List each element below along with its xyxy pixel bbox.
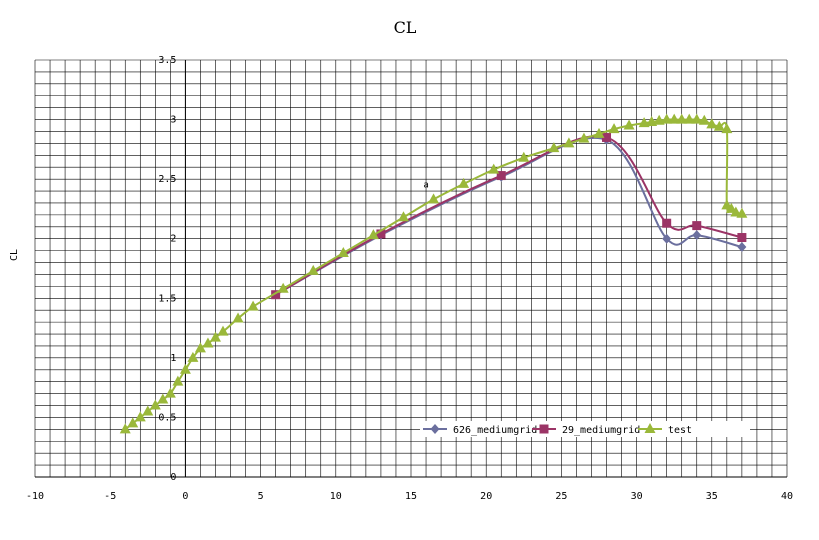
x-tick-label: -5 (104, 491, 116, 502)
data-point (247, 300, 259, 311)
data-point (602, 132, 612, 142)
series-layer (119, 113, 748, 434)
data-point (488, 163, 500, 174)
data-point (737, 233, 747, 243)
data-point (737, 242, 747, 253)
data-point (713, 120, 725, 131)
y-tick-label: 2 (170, 234, 176, 245)
x-tick-label: 25 (555, 491, 567, 502)
legend-marker (644, 423, 656, 433)
data-point (661, 113, 673, 124)
data-point (458, 177, 470, 188)
data-point (337, 247, 349, 258)
data-point (428, 193, 440, 204)
data-point (593, 127, 605, 138)
x-tick-label: 10 (330, 491, 342, 502)
legend-entry: test (668, 425, 692, 436)
y-tick-label: 1 (170, 353, 176, 364)
data-point (683, 113, 695, 124)
x-tick-labels: -10 -5 0 5 10 15 20 25 30 35 40 (26, 491, 793, 502)
data-point (698, 114, 710, 125)
data-point (376, 229, 386, 239)
legend: 626_mediumgrid 29_mediumgrid test (420, 421, 750, 437)
annotations: a (423, 180, 428, 190)
data-point (157, 393, 169, 404)
x-tick-label: 20 (480, 491, 492, 502)
y-tick-label: 0.5 (158, 412, 176, 423)
gridlines (34, 59, 788, 478)
y-tick-label: 0 (170, 472, 176, 483)
data-point (578, 132, 590, 143)
data-point (149, 399, 161, 410)
data-point (187, 351, 199, 362)
data-point (668, 113, 680, 124)
data-point (721, 123, 733, 134)
data-point (134, 411, 146, 422)
y-tick-label: 3 (170, 115, 176, 126)
data-point (172, 375, 184, 386)
data-point (692, 221, 702, 231)
data-point (367, 229, 379, 240)
data-point (676, 113, 688, 124)
data-point (164, 387, 176, 398)
y-axis-label: CL (9, 249, 20, 261)
y-tick-label: 2.5 (158, 174, 176, 185)
data-point (119, 423, 131, 434)
data-point (623, 119, 635, 130)
chart-title: CL (394, 18, 417, 37)
x-tick-label: 40 (781, 491, 793, 502)
data-point (277, 282, 289, 293)
annotation-label: a (423, 180, 428, 190)
legend-box (420, 421, 750, 437)
y-tick-labels: 0 0.5 1 1.5 2 2.5 3 3.5 (158, 55, 176, 483)
data-point (706, 118, 718, 129)
data-point (127, 417, 139, 428)
data-point (691, 113, 703, 124)
data-point (232, 312, 244, 323)
data-point (563, 137, 575, 148)
data-point (496, 171, 506, 181)
legend-entry: 626_mediumgrid (453, 425, 537, 436)
x-tick-label: 30 (631, 491, 643, 502)
data-point (209, 331, 221, 342)
data-point (548, 142, 560, 153)
data-point (608, 123, 620, 134)
axes (35, 60, 787, 478)
x-tick-label: 15 (405, 491, 417, 502)
x-tick-label: -10 (26, 491, 44, 502)
y-tick-label: 3.5 (158, 55, 176, 66)
data-point (662, 218, 672, 228)
legend-marker (539, 424, 549, 434)
x-tick-label: 5 (258, 491, 264, 502)
data-point (397, 211, 409, 222)
data-point (736, 207, 748, 218)
data-point (692, 230, 702, 241)
data-point (518, 151, 530, 162)
data-point (194, 342, 206, 353)
legend-marker (430, 424, 440, 434)
x-tick-label: 0 (182, 491, 188, 502)
data-point (142, 405, 154, 416)
data-point (271, 290, 281, 300)
data-point (662, 233, 672, 244)
y-tick-label: 1.5 (158, 293, 176, 304)
x-tick-label: 35 (706, 491, 718, 502)
data-point (307, 264, 319, 275)
series-test (119, 113, 748, 434)
legend-entry: 29_mediumgrid (562, 425, 640, 436)
data-point (202, 337, 214, 348)
data-point (217, 325, 229, 336)
data-point (179, 363, 191, 374)
